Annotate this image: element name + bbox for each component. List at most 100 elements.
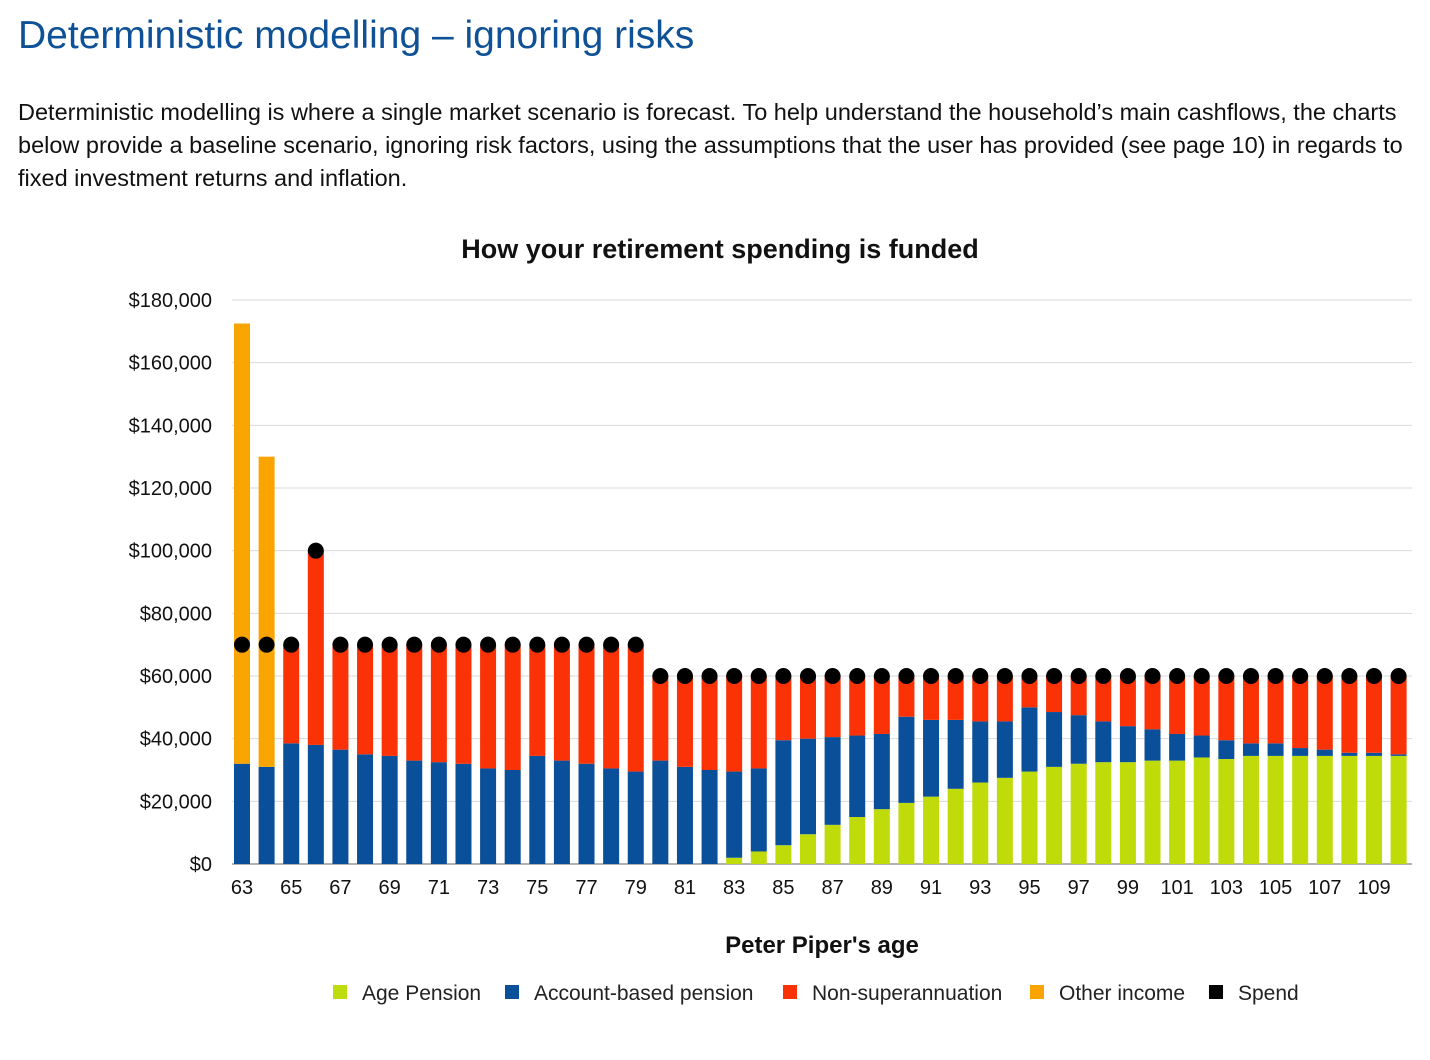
bar-non-superannuation-99 [1119, 676, 1136, 727]
spend-marker-74 [504, 636, 521, 653]
bar-account-based-pension-84 [750, 768, 767, 852]
y-tick-label: $120,000 [129, 478, 212, 500]
bar-account-based-pension-81 [676, 766, 693, 864]
bar-age-pension-98 [1095, 762, 1112, 864]
bar-age-pension-105 [1267, 755, 1284, 864]
bar-account-based-pension-77 [578, 763, 595, 864]
bar-non-superannuation-103 [1218, 676, 1235, 741]
spend-marker-101 [1169, 668, 1186, 684]
bar-age-pension-90 [898, 802, 915, 864]
bar-non-superannuation-107 [1316, 676, 1333, 750]
bar-account-based-pension-87 [824, 737, 841, 825]
x-tick-label: 71 [428, 877, 450, 899]
y-tick-label: $60,000 [140, 666, 212, 688]
bar-account-based-pension-83 [726, 771, 743, 858]
bar-age-pension-91 [923, 796, 940, 864]
x-tick-label: 75 [526, 877, 548, 899]
intro-paragraph: Deterministic modelling is where a singl… [18, 99, 1403, 191]
bar-account-based-pension-97 [1070, 715, 1087, 764]
bar-non-superannuation-89 [873, 676, 890, 734]
x-tick-label: 97 [1068, 877, 1090, 899]
bar-account-based-pension-96 [1046, 712, 1063, 767]
spend-marker-95 [1021, 668, 1038, 684]
bar-account-based-pension-71 [430, 762, 447, 864]
bar-account-based-pension-72 [455, 763, 472, 864]
spend-marker-69 [381, 636, 398, 653]
bar-non-superannuation-91 [923, 676, 940, 720]
y-tick-label: $180,000 [129, 290, 212, 312]
bar-age-pension-88 [849, 817, 866, 864]
bar-non-superannuation-85 [775, 676, 792, 741]
x-tick-label: 83 [723, 877, 745, 899]
x-tick-label: 101 [1160, 877, 1193, 899]
bar-non-superannuation-81 [676, 676, 693, 767]
x-tick-label: 105 [1259, 877, 1292, 899]
bar-non-superannuation-108 [1341, 676, 1358, 753]
bar-non-superannuation-87 [824, 676, 841, 738]
bar-non-superannuation-95 [1021, 676, 1038, 708]
spend-marker-79 [627, 636, 644, 653]
bar-age-pension-93 [972, 782, 989, 864]
bar-account-based-pension-63 [234, 763, 250, 864]
spend-marker-78 [603, 636, 620, 653]
bar-account-based-pension-70 [406, 760, 423, 864]
bar-non-superannuation-73 [480, 644, 497, 769]
bar-non-superannuation-86 [800, 676, 816, 739]
spend-marker-84 [750, 668, 767, 684]
bar-account-based-pension-78 [603, 768, 620, 864]
x-tick-label: 79 [625, 877, 647, 899]
x-tick-label: 85 [772, 877, 794, 899]
bar-account-based-pension-106 [1292, 748, 1309, 756]
bar-account-based-pension-73 [480, 768, 497, 864]
bar-account-based-pension-68 [357, 754, 374, 864]
bar-account-based-pension-100 [1144, 729, 1161, 761]
bar-age-pension-92 [947, 788, 964, 864]
bar-other-income-64 [258, 456, 275, 767]
spend-marker-81 [676, 668, 693, 684]
bar-non-superannuation-67 [332, 644, 349, 750]
bar-account-based-pension-99 [1119, 726, 1136, 763]
y-tick-label: $40,000 [140, 729, 212, 751]
spend-marker-98 [1095, 668, 1112, 684]
bar-account-based-pension-75 [529, 755, 546, 864]
bar-account-based-pension-79 [627, 771, 644, 864]
spend-marker-67 [332, 636, 349, 653]
spend-marker-68 [357, 636, 374, 653]
spend-marker-71 [430, 636, 447, 653]
bar-age-pension-87 [824, 824, 841, 864]
bar-account-based-pension-82 [701, 770, 718, 864]
bar-age-pension-97 [1070, 763, 1087, 864]
legend-swatch [1209, 985, 1223, 999]
bar-non-superannuation-88 [849, 676, 866, 736]
bar-non-superannuation-69 [381, 644, 398, 756]
legend-label: Non-superannuation [812, 982, 1002, 1005]
spend-marker-89 [873, 668, 890, 684]
bar-account-based-pension-93 [972, 721, 989, 783]
spend-marker-72 [455, 636, 472, 653]
page-title: Deterministic modelling – ignoring risks [18, 14, 695, 57]
bar-account-based-pension-109 [1366, 752, 1382, 756]
legend-label: Account-based pension [534, 982, 754, 1005]
x-tick-label: 95 [1018, 877, 1040, 899]
spend-marker-65 [283, 636, 300, 653]
bar-account-based-pension-92 [947, 719, 964, 789]
bar-account-based-pension-89 [873, 733, 890, 810]
bar-account-based-pension-102 [1193, 735, 1210, 758]
spend-marker-83 [726, 668, 743, 684]
bar-non-superannuation-98 [1095, 676, 1112, 722]
bar-non-superannuation-94 [996, 676, 1013, 722]
bar-age-pension-100 [1144, 760, 1161, 864]
spend-marker-103 [1218, 668, 1235, 684]
x-tick-label: 73 [477, 877, 499, 899]
bar-non-superannuation-109 [1366, 676, 1382, 753]
bar-non-superannuation-104 [1242, 676, 1259, 744]
bar-account-based-pension-103 [1218, 740, 1235, 760]
bar-age-pension-101 [1169, 760, 1186, 864]
bar-account-based-pension-67 [332, 749, 349, 864]
bar-non-superannuation-74 [504, 644, 521, 770]
x-tick-label: 99 [1117, 877, 1139, 899]
y-tick-label: $20,000 [140, 791, 212, 813]
spend-marker-92 [947, 668, 964, 684]
spend-marker-93 [972, 668, 989, 684]
x-tick-label: 69 [379, 877, 401, 899]
